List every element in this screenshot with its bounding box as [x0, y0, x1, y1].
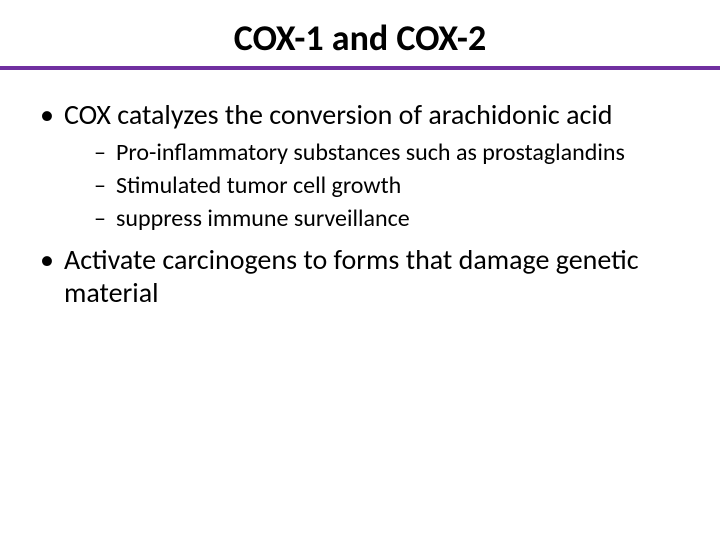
- bullet-list-level2: Pro-inflammatory substances such as pros…: [64, 139, 684, 233]
- slide: COX-1 and COX-2 COX catalyzes the conver…: [0, 0, 720, 540]
- bullet-text: Stimulated tumor cell growth: [116, 171, 401, 200]
- bullet-list-level1: COX catalyzes the conversion of arachido…: [36, 98, 684, 309]
- slide-title: COX-1 and COX-2: [234, 16, 486, 70]
- bullet-text: suppress immune surveillance: [116, 204, 410, 233]
- slide-content: COX catalyzes the conversion of arachido…: [0, 70, 720, 309]
- bullet-text: Pro-inflammatory substances such as pros…: [116, 138, 625, 167]
- bullet-text: COX catalyzes the conversion of arachido…: [64, 97, 612, 132]
- list-item: Stimulated tumor cell growth: [94, 172, 684, 201]
- list-item: Pro-inflammatory substances such as pros…: [94, 139, 684, 168]
- list-item: suppress immune surveillance: [94, 205, 684, 234]
- list-item: COX catalyzes the conversion of arachido…: [36, 98, 684, 233]
- bullet-text: Activate carcinogens to forms that damag…: [64, 242, 639, 310]
- title-wrap: COX-1 and COX-2: [0, 0, 720, 70]
- list-item: Activate carcinogens to forms that damag…: [36, 243, 684, 309]
